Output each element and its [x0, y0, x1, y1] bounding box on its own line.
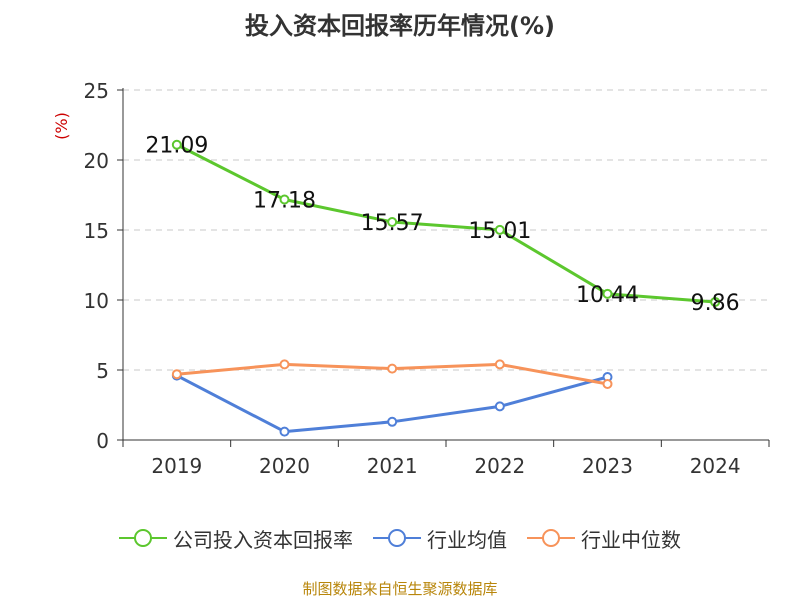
y-axis-label: (%) — [52, 112, 71, 140]
legend-item-industry-median[interactable]: 行业中位数 — [527, 524, 681, 553]
y-tick-label: 0 — [96, 429, 109, 453]
legend-marker-industry-mean — [373, 529, 421, 547]
y-tick-label: 10 — [84, 289, 109, 313]
x-tick-label: 2020 — [259, 454, 310, 478]
data-point — [279, 426, 290, 437]
legend-label-industry-median: 行业中位数 — [581, 527, 681, 552]
data-point — [171, 139, 182, 150]
x-tick-label: 2022 — [474, 454, 525, 478]
legend-item-industry-mean[interactable]: 行业均值 — [373, 524, 507, 553]
y-tick-label: 20 — [84, 149, 109, 173]
chart-title: 投入资本回报率历年情况(%) — [245, 12, 555, 40]
legend-label-company: 公司投入资本回报率 — [173, 527, 353, 552]
data-point — [602, 379, 613, 389]
data-point — [494, 224, 505, 235]
data-label: 17.18 — [253, 188, 316, 213]
legend-item-company[interactable]: 公司投入资本回报率 — [119, 524, 353, 553]
legend: 公司投入资本回报率 行业均值 行业中位数 — [0, 522, 800, 554]
data-point — [387, 217, 398, 228]
legend-marker-company — [119, 529, 167, 547]
y-tick-label: 5 — [96, 359, 109, 383]
data-point — [279, 194, 290, 205]
data-label: 15.57 — [361, 211, 424, 236]
y-tick-label: 15 — [84, 219, 109, 243]
data-point — [279, 359, 290, 370]
data-label: 21.09 — [145, 134, 208, 159]
data-label: 15.01 — [468, 219, 531, 244]
data-label: 10.44 — [576, 283, 639, 308]
x-tick-label: 2023 — [582, 454, 633, 478]
data-point — [387, 363, 398, 374]
data-label: 9.86 — [691, 291, 740, 316]
x-tick-label: 2019 — [151, 454, 202, 478]
x-tick-label: 2021 — [367, 454, 418, 478]
data-point — [494, 401, 505, 412]
legend-label-industry-mean: 行业均值 — [427, 527, 507, 552]
data-point — [171, 369, 182, 380]
data-point — [494, 359, 505, 370]
series-line — [176, 143, 716, 304]
data-point — [387, 416, 398, 427]
legend-marker-industry-median — [527, 529, 575, 547]
data-point — [710, 296, 721, 307]
y-tick-label: 25 — [84, 79, 109, 103]
x-tick-label: 2024 — [690, 454, 741, 478]
data-point — [602, 288, 613, 299]
source-note: 制图数据来自恒生聚源数据库 — [302, 580, 498, 598]
